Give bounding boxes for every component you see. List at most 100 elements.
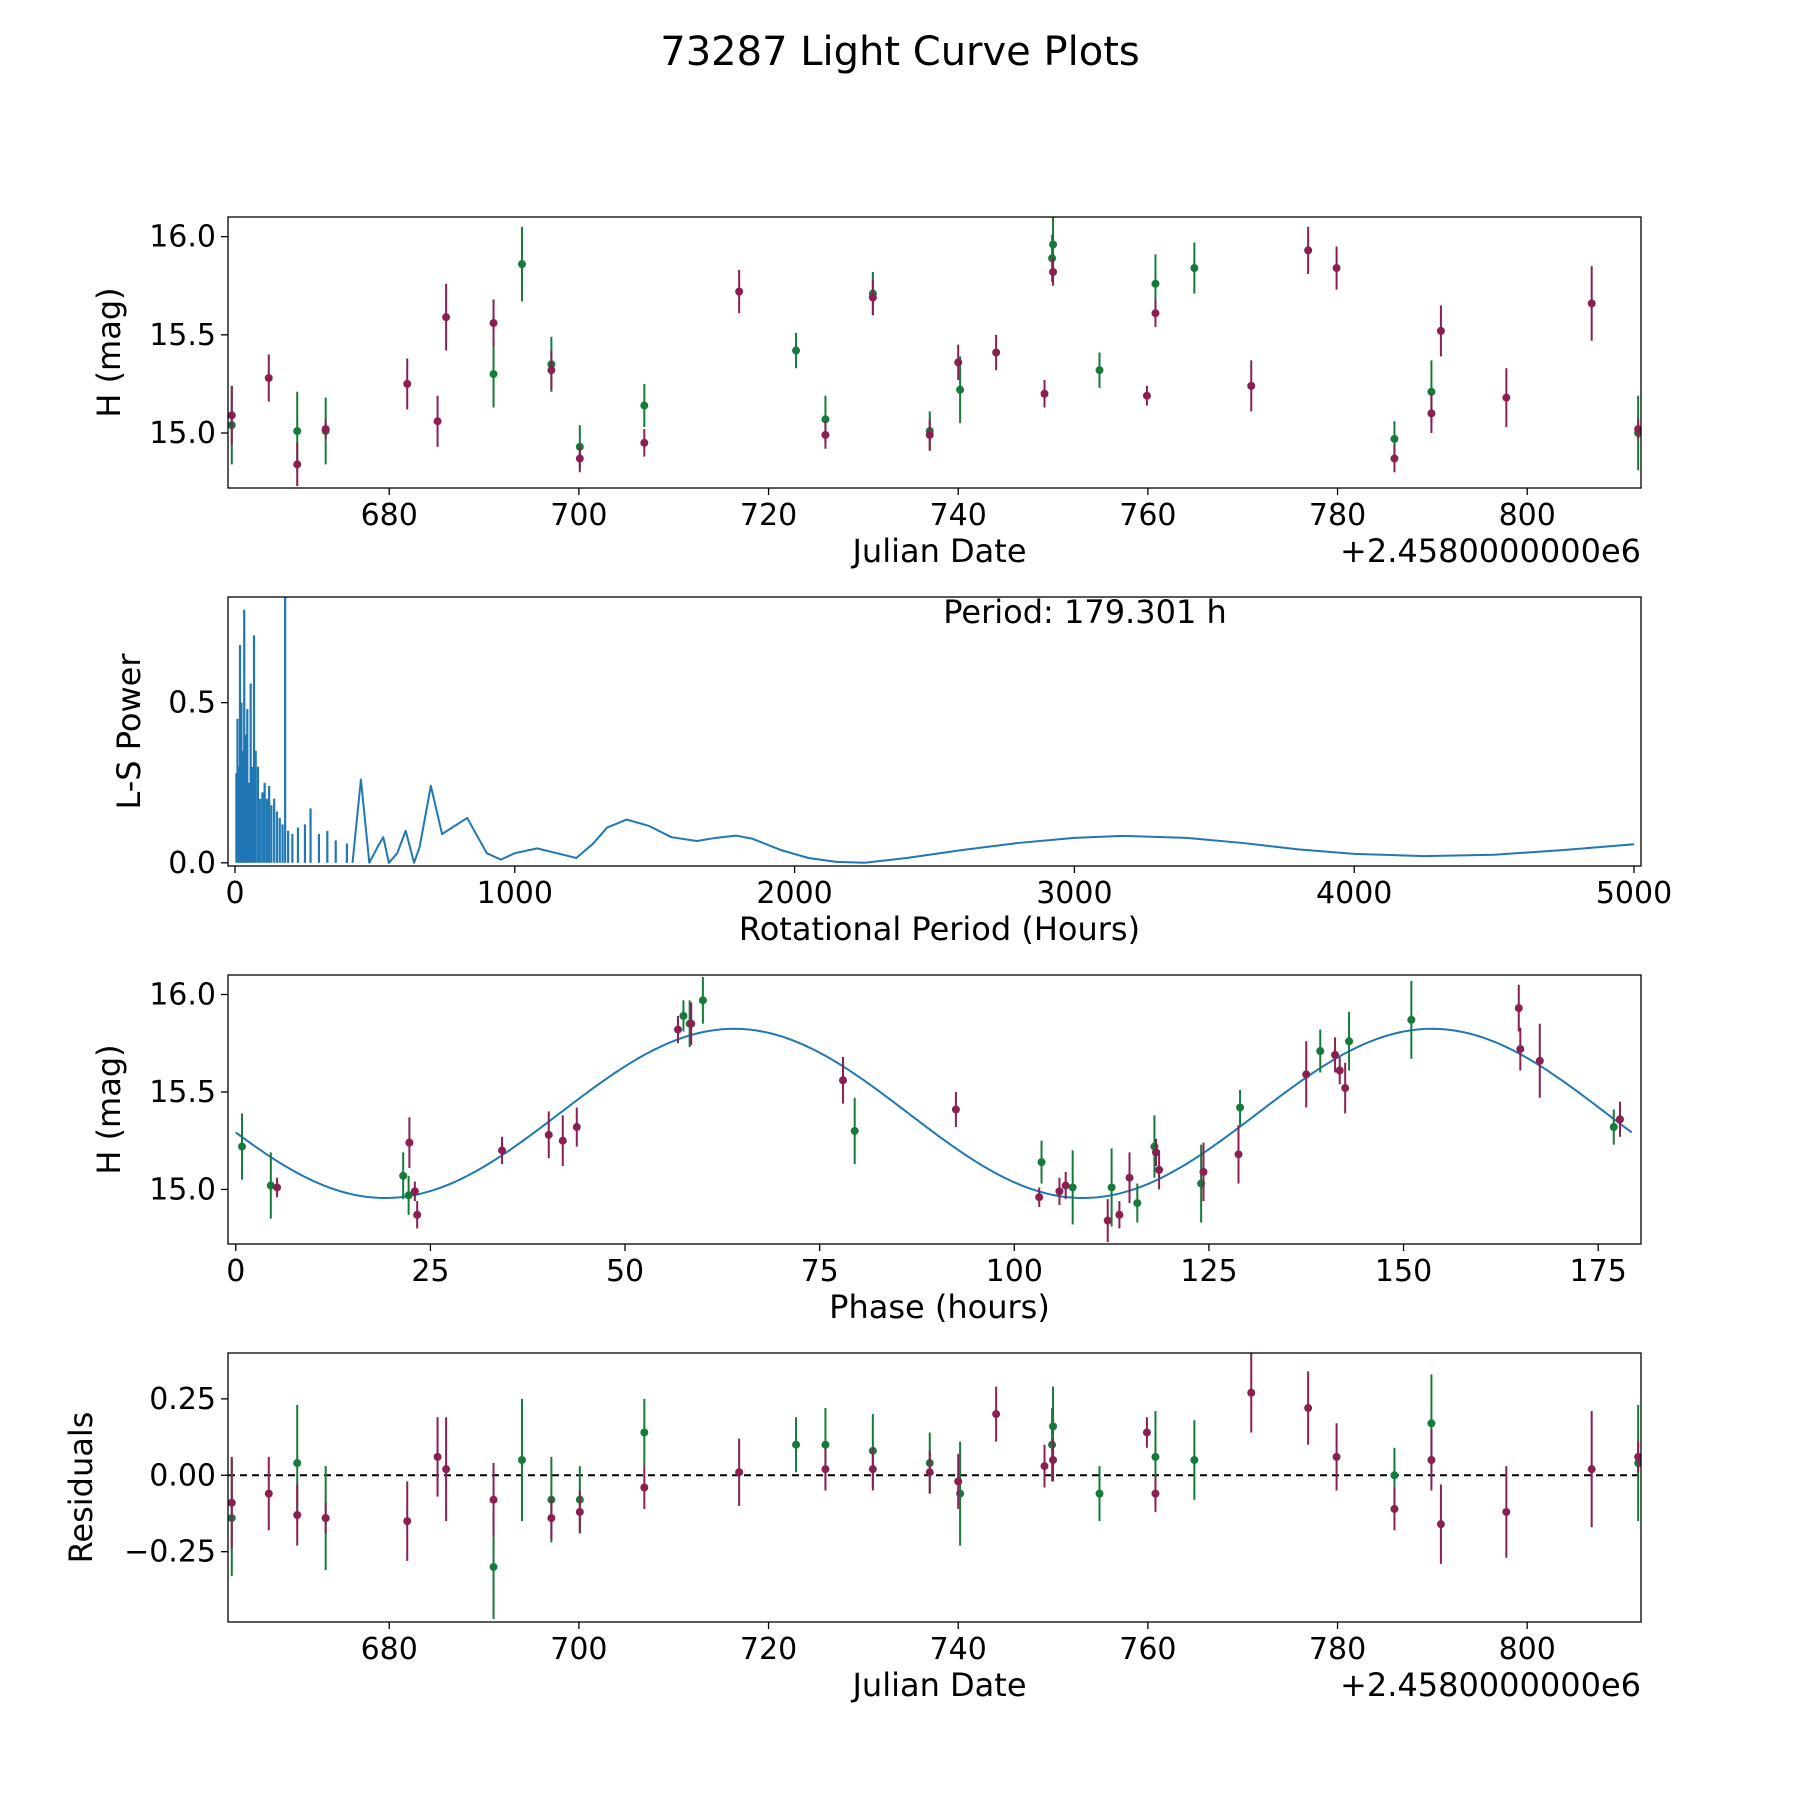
residuals-point-green (1390, 1471, 1399, 1480)
residuals-ytick-label: 0.25 (149, 1382, 216, 1417)
lightcurve-ytick-label: 15.0 (149, 416, 216, 451)
phased-point-purple (413, 1210, 422, 1219)
phased-point-purple (498, 1146, 507, 1155)
lightcurve-point-purple (1151, 309, 1160, 318)
lightcurve-point-purple (433, 417, 442, 426)
lightcurve-point-green (956, 385, 965, 394)
phased-point-purple (1535, 1056, 1544, 1065)
phased-point-green (1107, 1183, 1116, 1192)
residuals-point-purple (1332, 1452, 1341, 1461)
lightcurve-point-purple (1427, 409, 1436, 418)
phased-point-purple (1341, 1084, 1350, 1093)
periodogram-xtick-label: 4000 (1316, 876, 1392, 911)
residuals-point-purple (925, 1468, 934, 1477)
lightcurve-point-purple (992, 348, 1001, 357)
residuals-point-green (640, 1428, 649, 1437)
phased-point-green (850, 1126, 859, 1135)
residuals-xlabel: Julian Date (850, 1666, 1026, 1704)
phased-point-purple (1615, 1115, 1624, 1124)
residuals-ylabel: Residuals (62, 1412, 100, 1564)
phased-point-purple (951, 1105, 960, 1114)
lightcurve-point-purple (1587, 299, 1596, 308)
phased-point-green (399, 1171, 408, 1180)
figure-title: 73287 Light Curve Plots (660, 29, 1139, 75)
lightcurve-point-green (821, 415, 830, 424)
phased-xtick-label: 100 (986, 1254, 1043, 1289)
residuals-point-green (1095, 1489, 1104, 1498)
residuals-point-green (489, 1562, 498, 1571)
residuals-point-green (517, 1455, 526, 1464)
phased-point-purple (673, 1025, 682, 1034)
lightcurve-point-purple (1436, 326, 1445, 335)
residuals-point-purple (1040, 1462, 1049, 1471)
phased-point-green (1133, 1199, 1142, 1208)
lightcurve-point-green (1151, 279, 1160, 288)
phased-point-green (1609, 1123, 1618, 1132)
lightcurve-point-purple (1304, 246, 1313, 255)
phased-point-purple (544, 1130, 553, 1139)
residuals-offset-text: +2.4580000000e6 (1340, 1666, 1641, 1704)
residuals-xtick-label: 760 (1119, 1632, 1176, 1667)
residuals-xtick-label: 680 (361, 1632, 418, 1667)
phased-point-green (266, 1181, 275, 1190)
residuals-point-green (821, 1440, 830, 1449)
phased-point-purple (687, 1019, 696, 1028)
lightcurve-point-purple (489, 319, 498, 328)
periodogram-annotation: Period: 179.301 h (943, 593, 1227, 631)
residuals-xtick-label: 800 (1499, 1632, 1556, 1667)
lightcurve-point-green (517, 260, 526, 269)
phased-xtick-label: 25 (411, 1254, 449, 1289)
periodogram-ytick-label: 0.5 (168, 686, 216, 721)
lightcurve-point-green (293, 427, 302, 436)
lightcurve-point-purple (228, 411, 236, 420)
residuals-point-purple (433, 1452, 442, 1461)
phased-xtick-label: 150 (1375, 1254, 1432, 1289)
residuals-point-green (293, 1459, 302, 1468)
residuals-point-purple (264, 1489, 273, 1498)
phased-point-purple (1516, 1045, 1525, 1054)
lightcurve-point-purple (1390, 454, 1399, 463)
residuals-axes-frame (227, 1352, 1642, 1623)
residuals-point-purple (575, 1507, 584, 1516)
lightcurve-point-purple (575, 454, 584, 463)
phased-point-green (1236, 1103, 1245, 1112)
residuals-point-purple (228, 1498, 236, 1507)
phased-xtick-label: 75 (801, 1254, 839, 1289)
residuals-xtick-label: 720 (740, 1632, 797, 1667)
phased-model-curve (235, 1027, 1633, 1200)
periodogram-axes-frame (227, 596, 1642, 867)
lightcurve-point-purple (547, 366, 556, 375)
residuals-xtick-label: 780 (1309, 1632, 1366, 1667)
residuals-point-purple (1436, 1520, 1445, 1529)
periodogram-xtick-label: 3000 (1036, 876, 1112, 911)
lightcurve-point-purple (1247, 381, 1256, 390)
lightcurve-point-purple (1142, 391, 1151, 400)
lightcurve-point-purple (321, 425, 330, 434)
lightcurve-xtick-label: 680 (361, 498, 418, 533)
lightcurve-xtick-label: 760 (1119, 498, 1176, 533)
residuals-point-purple (1304, 1404, 1313, 1413)
periodogram-xlabel: Rotational Period (Hours) (739, 910, 1140, 948)
phased-point-purple (1331, 1050, 1340, 1059)
phased-point-purple (273, 1183, 282, 1192)
residuals-point-purple (547, 1514, 556, 1523)
phased-ytick-label: 15.0 (149, 1172, 216, 1207)
periodogram-xtick-label: 0 (225, 876, 244, 911)
phased-xtick-label: 0 (226, 1254, 245, 1289)
lightcurve-point-purple (1634, 425, 1641, 434)
residuals-point-green (792, 1440, 801, 1449)
lightcurve-point-green (1095, 366, 1104, 375)
residuals-point-purple (403, 1517, 412, 1526)
phased-point-purple (558, 1136, 567, 1145)
phased-ylabel: H (mag) (90, 1044, 128, 1174)
phased-point-purple (1155, 1165, 1164, 1174)
residuals-point-purple (640, 1483, 649, 1492)
phased-point-green (1407, 1015, 1416, 1024)
lightcurve-point-green (1190, 264, 1199, 273)
residuals-xtick-label: 700 (550, 1632, 607, 1667)
residuals-point-purple (489, 1495, 498, 1504)
phased-point-purple (1514, 1004, 1523, 1013)
lightcurve-point-purple (1049, 267, 1058, 276)
residuals-point-purple (868, 1465, 877, 1474)
periodogram-plot-area (235, 597, 1635, 864)
